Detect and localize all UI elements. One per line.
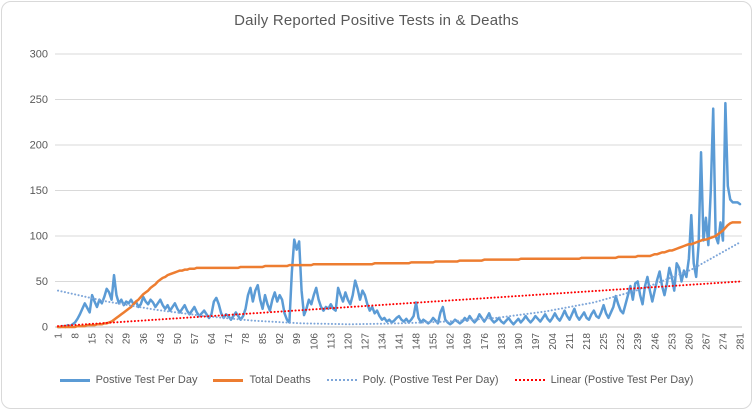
x-axis-tick-label[interactable]: 106 bbox=[309, 333, 320, 350]
chart-title[interactable]: Daily Reported Positive Tests in & Death… bbox=[234, 12, 519, 29]
legend-label: Total Deaths bbox=[249, 374, 311, 386]
x-axis-tick-label[interactable]: 92 bbox=[275, 333, 286, 345]
x-axis-tick-label[interactable]: 29 bbox=[122, 333, 133, 345]
y-axis-tick-label[interactable]: 150 bbox=[30, 185, 48, 197]
x-axis-tick-label[interactable]: 78 bbox=[241, 333, 252, 345]
x-axis-tick-label[interactable]: 85 bbox=[258, 333, 269, 345]
x-axis-tick-label[interactable]: 176 bbox=[480, 333, 491, 350]
x-axis-tick-label[interactable]: 8 bbox=[71, 333, 82, 339]
x-axis-tick-label[interactable]: 169 bbox=[463, 333, 474, 350]
x-axis-tick-label[interactable]: 253 bbox=[667, 333, 678, 350]
x-axis-tick-label[interactable]: 204 bbox=[548, 333, 559, 350]
chart-legend: Postive Test Per Day Total Deaths Poly. (P… bbox=[2, 374, 751, 386]
x-axis-tick-label[interactable]: 64 bbox=[207, 333, 218, 345]
x-axis-tick-label[interactable]: 120 bbox=[343, 333, 354, 350]
x-axis-tick-label[interactable]: 274 bbox=[718, 333, 729, 350]
x-axis-tick-label[interactable]: 1 bbox=[54, 333, 65, 339]
x-axis-tick-label[interactable]: 127 bbox=[360, 333, 371, 350]
x-axis-tick-label[interactable]: 22 bbox=[105, 333, 116, 345]
x-axis-tick-label[interactable]: 141 bbox=[395, 333, 406, 350]
x-axis-tick-label[interactable]: 50 bbox=[173, 333, 184, 345]
legend-swatch-solid bbox=[59, 378, 90, 382]
y-axis-tick-label[interactable]: 200 bbox=[30, 140, 48, 152]
trendline-linear[interactable] bbox=[57, 280, 741, 328]
x-axis-tick-label[interactable]: 36 bbox=[139, 333, 150, 345]
x-axis-tick-label[interactable]: 211 bbox=[565, 333, 576, 349]
x-axis-tick-label[interactable]: 281 bbox=[736, 333, 747, 350]
x-axis-tick-label[interactable]: 218 bbox=[582, 333, 593, 350]
x-axis-tick-label[interactable]: 183 bbox=[497, 333, 508, 350]
legend-item-1[interactable]: Total Deaths bbox=[213, 374, 311, 386]
x-axis-tick-label[interactable]: 190 bbox=[514, 333, 525, 350]
y-axis-tick-label[interactable]: 100 bbox=[30, 231, 48, 243]
legend-label: Poly. (Postive Test Per Day) bbox=[362, 374, 499, 386]
x-axis-tick-label[interactable]: 148 bbox=[412, 333, 423, 350]
legend-item-2[interactable]: Poly. (Postive Test Per Day) bbox=[326, 374, 499, 386]
legend-swatch-dotted bbox=[514, 379, 545, 381]
y-axis-tick-label[interactable]: 250 bbox=[30, 94, 48, 106]
x-axis-tick-label[interactable]: 113 bbox=[326, 333, 337, 349]
x-axis-tick-label[interactable]: 162 bbox=[446, 333, 457, 350]
x-axis-tick-label[interactable]: 99 bbox=[292, 333, 303, 345]
legend-swatch-dotted bbox=[326, 379, 357, 381]
legend-swatch-solid bbox=[213, 378, 244, 382]
x-axis-tick-label[interactable]: 71 bbox=[224, 333, 235, 345]
legend-label: Postive Test Per Day bbox=[95, 374, 198, 386]
x-axis-tick-label[interactable]: 155 bbox=[429, 333, 440, 350]
x-axis-tick-label[interactable]: 15 bbox=[88, 333, 99, 345]
series-line-positive-tests[interactable] bbox=[56, 101, 742, 329]
x-axis-tick-label[interactable]: 260 bbox=[684, 333, 695, 350]
x-axis-tick-label[interactable]: 225 bbox=[599, 333, 610, 350]
x-axis-tick-label[interactable]: 232 bbox=[616, 333, 627, 350]
legend-label: Linear (Postive Test Per Day) bbox=[550, 374, 694, 386]
legend-item-0[interactable]: Postive Test Per Day bbox=[59, 374, 198, 386]
x-axis-tick-label[interactable]: 239 bbox=[633, 333, 644, 350]
x-axis-tick-label[interactable]: 246 bbox=[650, 333, 661, 350]
x-axis-tick-label[interactable]: 267 bbox=[701, 333, 712, 350]
y-axis-tick-label[interactable]: 50 bbox=[36, 276, 48, 288]
legend-item-3[interactable]: Linear (Postive Test Per Day) bbox=[514, 374, 694, 386]
series-line-total-deaths[interactable] bbox=[56, 221, 742, 329]
trendline-poly[interactable] bbox=[57, 241, 741, 326]
x-axis-tick-label[interactable]: 43 bbox=[156, 333, 167, 345]
x-axis-tick-label[interactable]: 197 bbox=[531, 333, 542, 350]
y-axis-tick-label[interactable]: 0 bbox=[42, 322, 48, 334]
x-axis-tick-label[interactable]: 134 bbox=[377, 333, 388, 350]
x-axis-tick-label[interactable]: 57 bbox=[190, 333, 201, 345]
y-axis-tick-label[interactable]: 300 bbox=[30, 49, 48, 61]
